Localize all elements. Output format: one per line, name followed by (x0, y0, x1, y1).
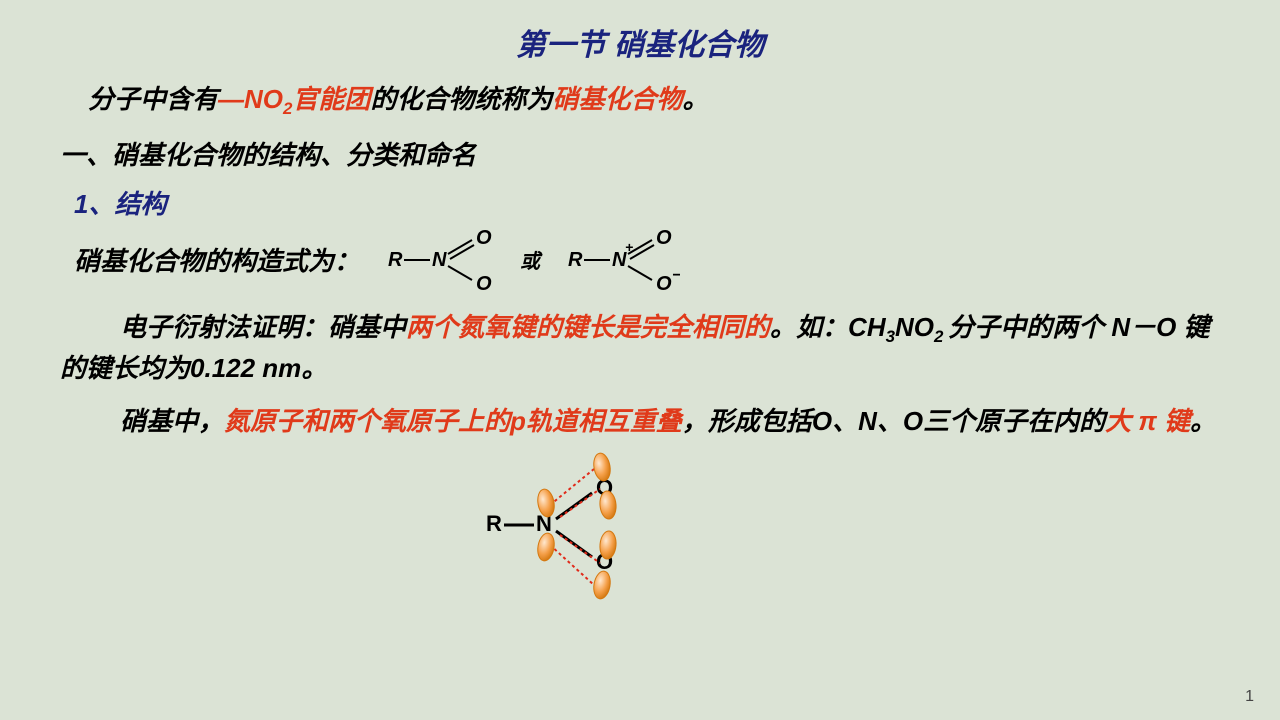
orb-dotted-4 (550, 545, 594, 585)
atom-o-down: O (476, 273, 492, 290)
structure-1: R N O O (380, 230, 500, 290)
orb-dotted-1 (550, 469, 594, 505)
p2-8: 。 (301, 353, 327, 383)
bond-no-up-2 (630, 245, 654, 259)
orbital-diagram: R N O O (480, 447, 1220, 612)
intro-t4: 的化合物统称为 (370, 84, 552, 114)
bond-no-up-2 (450, 245, 474, 259)
atom-r: R (568, 249, 583, 271)
or-text: 或 (520, 245, 540, 274)
structure-2: R N + O O − (560, 230, 680, 290)
lobe-o2-down (592, 570, 613, 600)
slide: 第一节 硝基化合物 分子中含有—NO2官能团的化合物统称为硝基化合物。 一、硝基… (0, 0, 1280, 720)
para-2: 电子衍射法证明：硝基中两个氮氧键的键长是完全相同的。如：CH3NO2 分子中的两… (60, 308, 1220, 389)
page-number: 1 (1245, 688, 1254, 706)
orb-r: R (486, 511, 502, 536)
bond-no-up-1 (448, 240, 472, 254)
formula-label: 硝基化合物的构造式为： (74, 241, 360, 278)
formula-row: 硝基化合物的构造式为： R N O O 或 R N + O O − (60, 230, 1220, 290)
intro-line: 分子中含有—NO2官能团的化合物统称为硝基化合物。 (60, 80, 1220, 122)
p2-2: 两个氮氧键的键长是完全相同的 (406, 312, 770, 342)
p2-1: 电子衍射法证明：硝基中 (60, 312, 406, 342)
atom-o-up: O (656, 230, 672, 249)
p2-7: 0.122 nm (190, 353, 301, 383)
intro-t1: 分子中含有 (88, 84, 218, 114)
atom-o-down: O (656, 273, 672, 290)
atom-n: N (432, 249, 447, 271)
p3-2: 氮原子和两个氧原子上的p轨道相互重叠 (224, 406, 682, 436)
bond-no-down (628, 266, 652, 280)
charge-minus: − (672, 267, 680, 284)
orbital-svg: R N O O (480, 447, 680, 607)
p2-4: CH3NO2 (848, 312, 948, 342)
p3-1: 硝基中， (60, 406, 224, 436)
p3-5: 。 (1190, 406, 1216, 436)
heading-1: 一、硝基化合物的结构、分类和命名 (60, 136, 1220, 175)
lobe-o1-down (599, 490, 617, 519)
intro-t5: 硝基化合物 (552, 84, 682, 114)
slide-title: 第一节 硝基化合物 (60, 20, 1220, 64)
lobe-o2-up (599, 530, 617, 559)
atom-o-up: O (476, 230, 492, 249)
intro-t2: —NO2官能团 (218, 84, 370, 114)
p3-4: 大 π 键 (1105, 406, 1190, 436)
bond-no-down (448, 266, 472, 280)
intro-t6: 。 (682, 84, 708, 114)
orb-dotted-3 (560, 535, 600, 563)
para-3: 硝基中，氮原子和两个氧原子上的p轨道相互重叠，形成包括O、N、O三个原子在内的大… (60, 402, 1220, 441)
p3-3: ，形成包括O、N、O三个原子在内的 (682, 406, 1105, 436)
atom-r: R (388, 249, 403, 271)
heading-2: 1、结构 (60, 185, 1220, 224)
lobe-n-down (536, 532, 557, 562)
p2-3: 。如： (770, 312, 848, 342)
